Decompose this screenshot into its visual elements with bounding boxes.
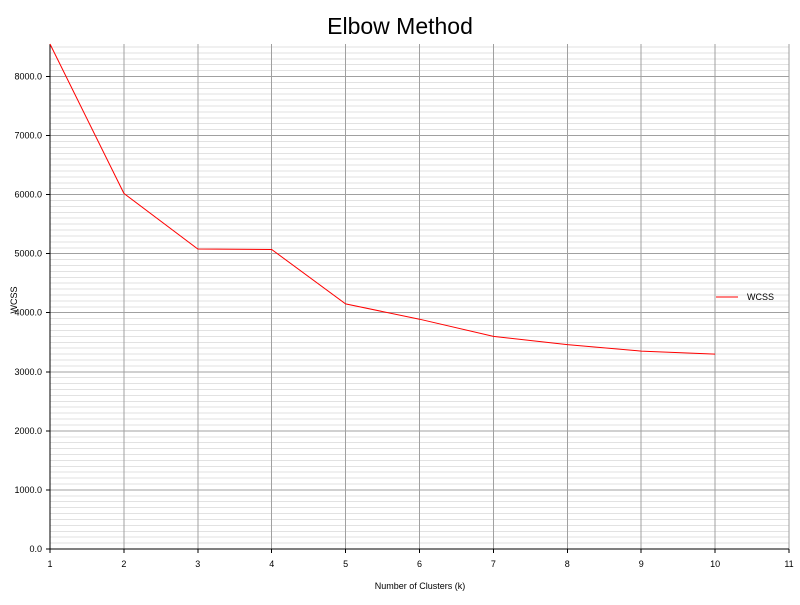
y-tick-label: 2000.0 (14, 426, 42, 436)
y-tick-label: 3000.0 (14, 367, 42, 377)
axes: 0.0 1000.0 2000.0 3000.0 4000.0 5000.0 6000.0 7… (14, 44, 794, 569)
x-tick-label: 6 (417, 559, 422, 569)
x-tick-label: 7 (491, 559, 496, 569)
chart-title: Elbow Method (327, 13, 473, 39)
grid (49, 44, 790, 550)
data-point (566, 343, 569, 346)
y-tick-label: 8000.0 (14, 71, 42, 81)
data-point (196, 247, 199, 250)
x-tick-label: 1 (47, 559, 52, 569)
x-tick-label: 10 (710, 559, 720, 569)
x-axis-label: Number of Clusters (k) (375, 581, 466, 591)
series-layer (49, 43, 717, 356)
x-tick-label: 8 (565, 559, 570, 569)
y-tick-label: 0.0 (29, 544, 42, 554)
y-tick-label: 1000.0 (14, 485, 42, 495)
y-axis-label: WCSS (9, 287, 19, 314)
y-tick-label: 7000.0 (14, 131, 42, 141)
legend-label: WCSS (747, 292, 774, 302)
data-point (49, 43, 52, 46)
x-tick-label: 5 (343, 559, 348, 569)
series-line-wcss (49, 43, 716, 355)
data-point (640, 350, 643, 353)
data-point (492, 335, 495, 338)
data-point (344, 302, 347, 305)
x-tick-label: 9 (639, 559, 644, 569)
data-point (122, 192, 125, 195)
legend: WCSS (716, 292, 774, 302)
y-tick-label: 6000.0 (14, 190, 42, 200)
data-point (418, 318, 421, 321)
x-tick-label: 3 (195, 559, 200, 569)
x-tick-label: 4 (269, 559, 274, 569)
y-tick-label: 4000.0 (14, 308, 42, 318)
data-point (714, 353, 717, 356)
data-point (270, 248, 273, 251)
x-tick-label: 2 (121, 559, 126, 569)
y-tick-label: 5000.0 (14, 249, 42, 259)
x-tick-label: 11 (784, 559, 793, 569)
